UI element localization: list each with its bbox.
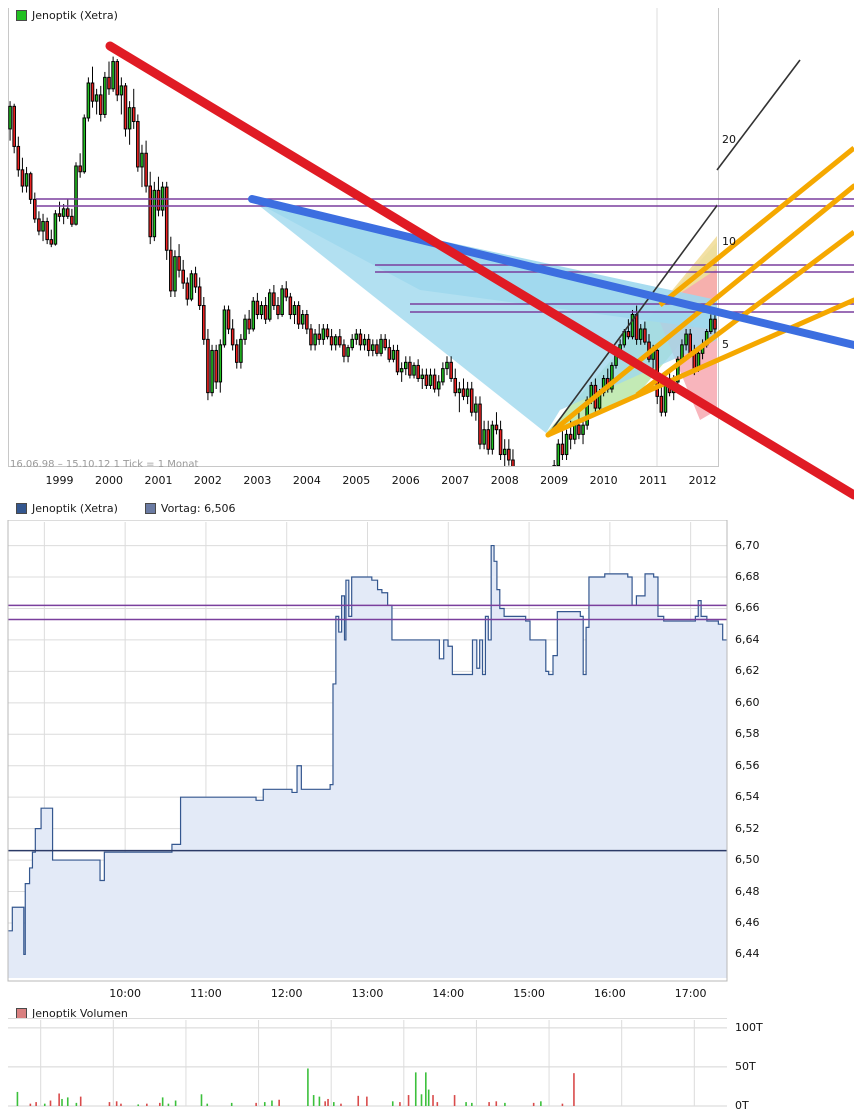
y-tick-label: 50T	[735, 1059, 756, 1073]
volume-chart-canvas[interactable]	[0, 1018, 854, 1111]
y-tick-label: 6,66	[735, 601, 760, 615]
legend-label: Vortag: 6,506	[160, 502, 236, 515]
historic-chart-canvas: 20 10 5	[8, 8, 854, 500]
y-tick-label: 0T	[735, 1099, 749, 1112]
orange-channel	[545, 183, 854, 438]
intraday-chart-canvas[interactable]	[0, 520, 854, 982]
x-tick-label: 2005	[342, 474, 371, 487]
y-tick-label: 6,68	[735, 570, 760, 584]
x-tick-label: 2001	[144, 474, 173, 487]
x-tick-label: 2012	[688, 474, 717, 487]
x-tick-label: 2002	[193, 474, 222, 487]
x-tick-label: 16:00	[594, 987, 626, 1000]
x-tick-label: 17:00	[674, 987, 707, 1000]
x-tick-label: 2009	[540, 474, 569, 487]
x-tick-label: 2000	[94, 474, 123, 487]
x-tick-label: 14:00	[432, 987, 465, 1000]
intraday-reference-lines	[8, 604, 727, 852]
x-tick-label: 12:00	[270, 987, 303, 1000]
x-tick-label: 2003	[243, 474, 272, 487]
y-tick-label: 6,60	[735, 695, 760, 709]
orange-channel-upper	[635, 146, 854, 397]
y-tick-label: 5	[722, 338, 729, 351]
volume-gridlines	[8, 1020, 727, 1107]
x-tick-label: 2008	[490, 474, 519, 487]
legend-item-volume: Jenoptik Volumen	[16, 1007, 128, 1020]
legend-swatch-icon	[16, 10, 27, 21]
y-tick-label: 6,46	[735, 915, 760, 929]
x-tick-label: 15:00	[513, 987, 545, 1000]
legend-label: Jenoptik (Xetra)	[32, 9, 118, 22]
zone-fills	[252, 200, 717, 433]
horizontal-level-lines	[36, 198, 854, 313]
y-tick-label: 10	[722, 235, 736, 248]
legend-label: Jenoptik (Xetra)	[32, 502, 118, 515]
y-tick-label: 6,48	[735, 884, 760, 898]
legend-item-vortag: Vortag: 6,506	[144, 502, 236, 515]
black-uptrend-line-ext	[716, 59, 801, 171]
x-tick-label: 2004	[292, 474, 321, 487]
x-tick-label: 13:00	[351, 987, 384, 1000]
intraday-area-fill	[8, 545, 727, 978]
y-tick-label: 20	[722, 133, 736, 146]
blue-downtrend-line	[248, 195, 854, 349]
black-uptrend-line	[547, 204, 717, 436]
candlestick-series	[8, 56, 717, 466]
x-tick-label: 2011	[639, 474, 668, 487]
y-tick-label: 6,70	[735, 538, 760, 552]
date-range-label: 16.06.98 – 15.10.12 1 Tick = 1 Monat	[10, 459, 199, 470]
legend-item-jenoptik: Jenoptik (Xetra)	[16, 9, 118, 22]
y-tick-label: 6,44	[735, 947, 760, 961]
x-tick-label: 1999	[45, 474, 74, 487]
volume-chart-legend: Jenoptik Volumen	[16, 1007, 128, 1020]
volume-bar-series	[16, 1068, 575, 1106]
x-tick-label: 2006	[391, 474, 420, 487]
y-tick-label: 100T	[735, 1020, 763, 1034]
intraday-price-line	[8, 544, 727, 956]
legend-item-jenoptik-intraday: Jenoptik (Xetra)	[16, 502, 118, 515]
y-tick-label: 6,50	[735, 853, 760, 867]
intraday-chart-legend: Jenoptik (Xetra) Vortag: 6,506	[16, 502, 236, 515]
legend-swatch-icon	[144, 503, 156, 514]
x-tick-label: 2007	[441, 474, 470, 487]
y-tick-label: 6,64	[735, 632, 760, 646]
red-downtrend-line	[105, 41, 854, 500]
historic-chart-legend: Jenoptik (Xetra)	[16, 9, 118, 22]
legend-label: Jenoptik Volumen	[32, 1007, 128, 1020]
x-tick-label: 2010	[589, 474, 618, 487]
x-tick-label: 10:00	[109, 987, 141, 1000]
y-tick-label: 6,52	[735, 821, 760, 835]
y-tick-label: 6,58	[735, 727, 760, 741]
legend-swatch-icon	[16, 503, 27, 514]
y-tick-label: 6,62	[735, 664, 760, 678]
y-tick-label: 6,54	[735, 790, 760, 804]
y-tick-label: 6,56	[735, 758, 760, 772]
x-tick-label: 11:00	[190, 987, 222, 1000]
